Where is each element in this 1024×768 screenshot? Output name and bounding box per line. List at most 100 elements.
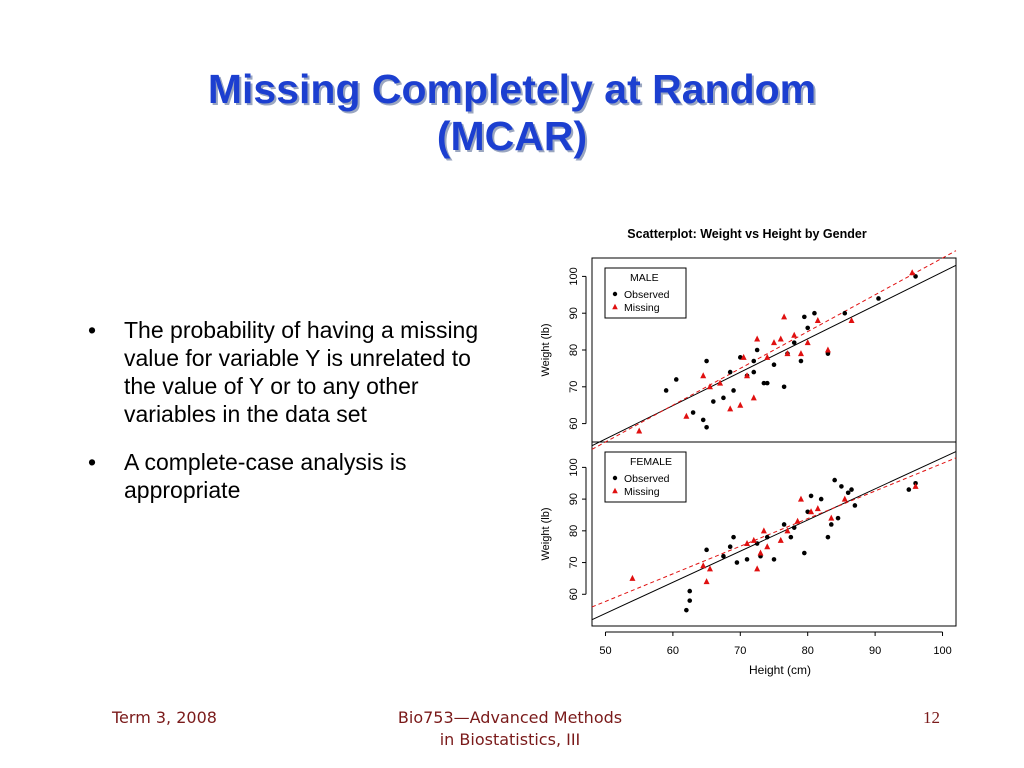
missing-point-male bbox=[848, 317, 855, 324]
missing-point-male bbox=[706, 383, 713, 390]
observed-point-male bbox=[744, 373, 750, 379]
observed-point-female bbox=[828, 522, 834, 527]
observed-point-male bbox=[754, 347, 760, 353]
observed-point-female bbox=[835, 515, 841, 521]
observed-point-male bbox=[913, 274, 918, 279]
observed-point-female bbox=[906, 487, 912, 492]
missing-point-male bbox=[804, 339, 811, 346]
observed-point-female bbox=[734, 560, 740, 565]
observed-point-male bbox=[700, 417, 706, 423]
x-tick-label: 90 bbox=[869, 645, 881, 657]
y-tick-label-female: 70 bbox=[568, 556, 580, 568]
x-tick-label: 100 bbox=[933, 645, 951, 657]
fit-line-missing-male bbox=[591, 250, 957, 450]
observed-point-male bbox=[751, 358, 757, 364]
title-line-2: (MCAR) bbox=[436, 113, 588, 159]
missing-point-male bbox=[797, 350, 804, 357]
missing-point-female bbox=[744, 540, 751, 547]
chart-title: Scatterplot: Weight vs Height by Gender bbox=[627, 227, 867, 241]
y-axis-label-female: Weight (lb) bbox=[540, 508, 552, 561]
observed-point-male bbox=[798, 358, 804, 364]
observed-point-male bbox=[737, 355, 743, 360]
y-tick-label-male: 90 bbox=[568, 307, 580, 319]
observed-point-female bbox=[808, 493, 814, 499]
missing-point-male bbox=[727, 405, 734, 412]
missing-point-female bbox=[760, 527, 767, 534]
slide-title: Missing Completely at Random (MCAR) bbox=[0, 66, 1024, 160]
missing-point-female bbox=[828, 514, 835, 521]
observed-point-male bbox=[727, 369, 733, 375]
footer-course-line-1: Bio753—Advanced Methods bbox=[397, 708, 623, 727]
missing-point-male bbox=[744, 372, 751, 379]
y-tick-label-male: 70 bbox=[568, 381, 580, 393]
x-tick-label: 60 bbox=[667, 645, 679, 657]
legend-box-male bbox=[604, 267, 687, 319]
missing-point-male bbox=[717, 379, 724, 386]
observed-point-female bbox=[791, 525, 797, 530]
observed-point-female bbox=[802, 550, 807, 556]
observed-point-male bbox=[690, 410, 696, 415]
bullet-item: • The probability of having a missing va… bbox=[88, 316, 498, 428]
observed-point-female bbox=[781, 522, 787, 527]
y-axis-label-male: Weight (lb) bbox=[540, 324, 552, 377]
missing-point-female bbox=[750, 536, 757, 543]
missing-point-male bbox=[737, 401, 744, 408]
y-tick-label-male: 100 bbox=[568, 267, 580, 285]
missing-point-female bbox=[700, 562, 707, 569]
legend-observed-label: Observed bbox=[624, 473, 670, 485]
legend-title-male: MALE bbox=[630, 272, 659, 284]
legend-box-female bbox=[604, 451, 687, 503]
observed-point-female bbox=[913, 480, 918, 486]
legend-observed-marker bbox=[612, 291, 618, 297]
footer-term: Term 3, 2008 bbox=[112, 708, 217, 727]
bullet-list: • The probability of having a missing va… bbox=[88, 316, 498, 524]
observed-point-female bbox=[849, 487, 854, 492]
legend-missing-marker bbox=[612, 303, 618, 310]
observed-point-male bbox=[711, 399, 716, 404]
missing-point-male bbox=[824, 346, 831, 353]
observed-point-male bbox=[802, 314, 807, 320]
observed-point-male bbox=[805, 325, 811, 331]
observed-point-female bbox=[727, 544, 733, 549]
observed-point-male bbox=[812, 310, 817, 316]
observed-point-female bbox=[687, 588, 693, 594]
missing-point-female bbox=[757, 549, 764, 556]
footer-course: Bio753—Advanced Methods in Biostatistics… bbox=[360, 707, 660, 751]
observed-point-male bbox=[761, 380, 767, 386]
fit-line-missing-female bbox=[591, 457, 957, 608]
missing-point-female bbox=[629, 574, 636, 581]
missing-point-male bbox=[777, 335, 784, 342]
observed-point-female bbox=[687, 598, 693, 603]
missing-point-male bbox=[750, 394, 757, 401]
observed-point-male bbox=[731, 388, 736, 393]
observed-point-female bbox=[758, 553, 763, 559]
observed-point-male bbox=[764, 380, 770, 386]
missing-point-female bbox=[754, 565, 761, 572]
missing-point-male bbox=[754, 335, 761, 342]
observed-point-female bbox=[721, 553, 726, 559]
observed-point-female bbox=[764, 534, 770, 540]
footer-course-line-2: in Biostatistics, III bbox=[439, 730, 581, 749]
missing-point-male bbox=[636, 427, 643, 434]
missing-point-male bbox=[909, 269, 916, 276]
x-tick-label: 70 bbox=[734, 645, 746, 657]
title-line-1: Missing Completely at Random bbox=[207, 66, 817, 112]
observed-point-male bbox=[876, 296, 881, 301]
page-number: 12 bbox=[923, 708, 940, 727]
missing-point-female bbox=[797, 495, 804, 502]
y-tick-label-female: 90 bbox=[568, 493, 580, 505]
observed-point-male bbox=[842, 310, 848, 316]
observed-point-female bbox=[805, 509, 811, 515]
legend-title-female: FEMALE bbox=[630, 456, 672, 468]
observed-point-male bbox=[771, 362, 777, 368]
panel-frame-male bbox=[591, 257, 957, 443]
observed-point-male bbox=[825, 351, 831, 356]
bullet-item: • A complete-case analysis is appropriat… bbox=[88, 448, 498, 504]
bullet-dot-icon: • bbox=[88, 317, 97, 343]
missing-point-male bbox=[814, 317, 821, 324]
x-tick-label: 80 bbox=[802, 645, 814, 657]
observed-point-male bbox=[704, 358, 709, 364]
missing-point-female bbox=[794, 517, 801, 524]
observed-point-male bbox=[663, 388, 669, 393]
missing-point-male bbox=[764, 353, 771, 360]
